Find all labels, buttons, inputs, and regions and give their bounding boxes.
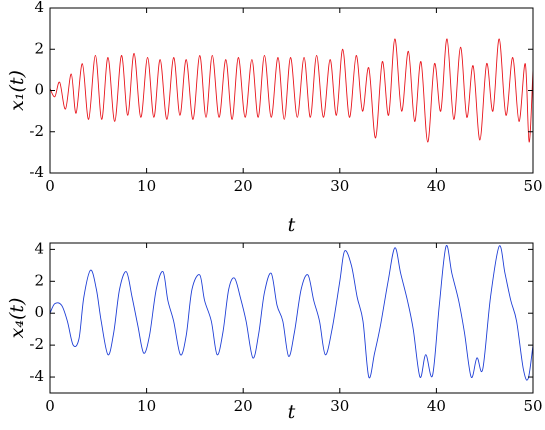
x-axis-label: t [288,401,296,423]
x-tick-label: 30 [330,177,349,195]
x-tick-label: 10 [137,397,156,415]
y-axis-label: x₁(t) [6,70,28,111]
y-tick-label: 0 [34,81,44,99]
x-tick-label: 0 [45,177,55,195]
x-tick-label: 50 [523,177,542,195]
y-tick-label: 2 [34,271,44,289]
x-axis-label: t [288,214,296,236]
x-tick-label: 10 [137,177,156,195]
x-tick-label: 20 [234,177,253,195]
x-tick-label: 30 [330,397,349,415]
series-line [49,38,534,143]
y-tick-label: -2 [29,122,44,140]
y-tick-label: 4 [34,0,44,16]
y-tick-label: -4 [29,163,44,181]
y-tick-label: 4 [34,239,44,257]
y-tick-label: 2 [34,39,44,57]
x-tick-label: 0 [45,397,55,415]
y-axis-label: x₄(t) [6,298,28,339]
x-tick-label: 20 [234,397,253,415]
y-tick-label: -4 [29,367,44,385]
axes-frame [49,242,534,394]
axes-frame [49,7,534,174]
x-tick-label: 40 [427,177,446,195]
y-tick-label: -2 [29,335,44,353]
x-tick-label: 50 [523,397,542,415]
x-tick-label: 40 [427,397,446,415]
series-line [49,245,534,381]
y-tick-label: 0 [34,303,44,321]
